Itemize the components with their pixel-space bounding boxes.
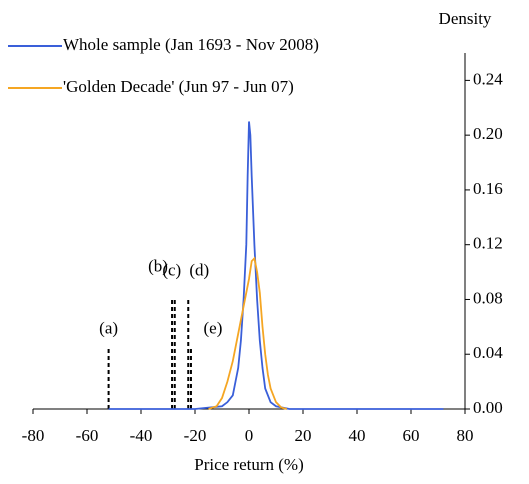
x-tick-label: 20 <box>295 426 312 445</box>
y-axis-label: Density <box>439 9 492 28</box>
y-tick-label: 0.20 <box>473 124 503 143</box>
x-tick-label: 40 <box>349 426 366 445</box>
y-tick-label: 0.16 <box>473 179 503 198</box>
x-tick-label: 80 <box>457 426 474 445</box>
x-tick-label: -80 <box>22 426 45 445</box>
y-tick-label: 0.24 <box>473 69 503 88</box>
y-tick-label: 0.12 <box>473 234 503 253</box>
legend-label: 'Golden Decade' (Jun 97 - Jun 07) <box>63 77 294 96</box>
x-tick-label: -20 <box>184 426 207 445</box>
y-tick-label: 0.08 <box>473 288 503 307</box>
event-label: (d) <box>189 260 209 279</box>
y-tick-label: 0.04 <box>473 343 503 362</box>
legend-label: Whole sample (Jan 1693 - Nov 2008) <box>63 35 319 54</box>
event-label: (a) <box>99 318 118 337</box>
x-tick-label: 60 <box>403 426 420 445</box>
event-label: (e) <box>204 318 223 337</box>
x-axis-label: Price return (%) <box>194 455 304 474</box>
event-label: (c) <box>162 260 181 279</box>
x-tick-label: -60 <box>76 426 99 445</box>
event-label: (b) <box>148 256 168 275</box>
series-line <box>108 121 444 410</box>
y-tick-label: 0.00 <box>473 398 503 417</box>
x-tick-label: -40 <box>130 426 153 445</box>
series-line <box>208 256 288 410</box>
x-tick-label: 0 <box>245 426 254 445</box>
